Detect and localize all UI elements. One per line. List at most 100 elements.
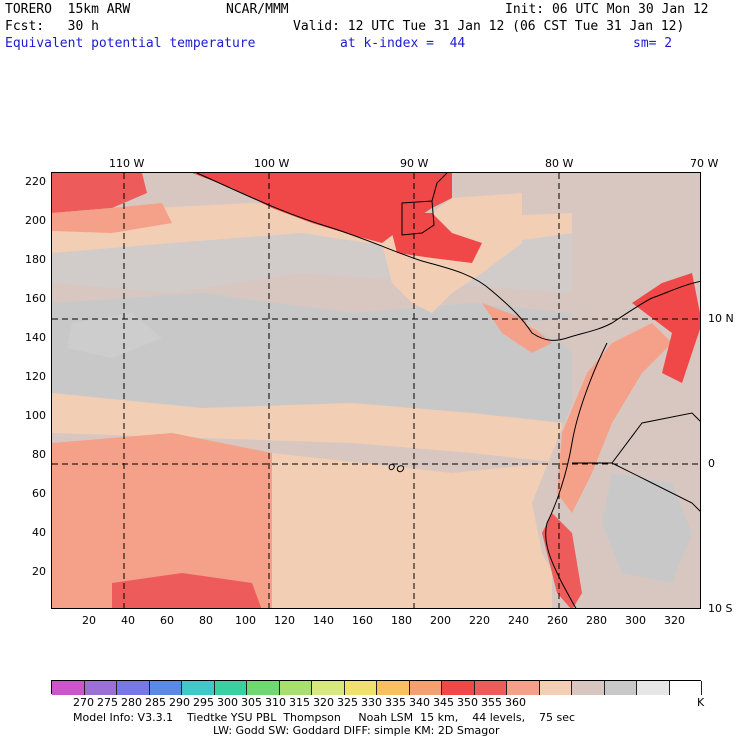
x-label-80: 80 — [199, 614, 213, 627]
colorbar-label-330: 330 — [361, 696, 382, 709]
colorbar-segment — [344, 681, 377, 695]
x-label-220: 220 — [469, 614, 490, 627]
y-label-20: 20 — [32, 565, 46, 578]
colorbar-segment — [572, 681, 605, 695]
x-label-100: 100 — [235, 614, 256, 627]
colorbar-segment — [117, 681, 150, 695]
colorbar-label-285: 285 — [145, 696, 166, 709]
y-label-40: 40 — [32, 526, 46, 539]
coastline-mexico — [196, 173, 568, 341]
x-label-120: 120 — [274, 614, 295, 627]
colorbar-segment — [637, 681, 670, 695]
colorbar-label-295: 295 — [193, 696, 214, 709]
lat-label-0: 0 — [708, 457, 715, 470]
colorbar-segment — [442, 681, 475, 695]
x-label-280: 280 — [586, 614, 607, 627]
colorbar-segment — [84, 681, 117, 695]
y-label-140: 140 — [25, 331, 46, 344]
colorbar — [51, 680, 702, 695]
init-time: Init: 06 UTC Mon 30 Jan 12 — [505, 2, 709, 17]
border-colombia-ecuador — [572, 462, 700, 512]
lon-label-80w: 80 W — [545, 157, 574, 170]
coastline-south-america — [545, 280, 700, 608]
model-info-line2: LW: Godd SW: Goddard DIFF: simple KM: 2D… — [213, 724, 500, 737]
y-label-160: 160 — [25, 292, 46, 305]
level-info: at k-index = 44 — [340, 36, 466, 51]
x-label-300: 300 — [625, 614, 646, 627]
x-label-20: 20 — [82, 614, 96, 627]
lon-label-100w: 100 W — [254, 157, 290, 170]
border-guatemala — [401, 200, 435, 236]
colorbar-segment — [52, 681, 85, 695]
colorbar-unit: K — [697, 696, 705, 709]
x-label-260: 260 — [547, 614, 568, 627]
colorbar-segment — [474, 681, 507, 695]
colorbar-label-340: 340 — [409, 696, 430, 709]
gray-patch-east — [372, 363, 522, 408]
colorbar-segment — [409, 681, 442, 695]
colorbar-segment — [182, 681, 215, 695]
colorbar-label-360: 360 — [505, 696, 526, 709]
x-label-140: 140 — [313, 614, 334, 627]
gray-patch-west — [67, 313, 162, 358]
x-label-180: 180 — [391, 614, 412, 627]
forecast-hour: Fcst: 30 h — [5, 19, 99, 34]
x-label-320: 320 — [664, 614, 685, 627]
y-label-200: 200 — [25, 214, 46, 227]
x-label-40: 40 — [121, 614, 135, 627]
model-info-line1: Model Info: V3.3.1 Tiedtke YSU PBL Thomp… — [73, 711, 576, 724]
y-label-60: 60 — [32, 487, 46, 500]
colorbar-label-315: 315 — [289, 696, 310, 709]
colorbar-label-275: 275 — [97, 696, 118, 709]
y-label-120: 120 — [25, 370, 46, 383]
y-label-220: 220 — [25, 175, 46, 188]
band-tan-south — [272, 453, 552, 608]
land-andes-red-south — [542, 513, 582, 608]
colorbar-label-290: 290 — [169, 696, 190, 709]
colorbar-label-350: 350 — [457, 696, 478, 709]
salmon-corner-nw — [52, 203, 172, 233]
lat-label-10s: 10 S — [708, 602, 733, 615]
x-label-160: 160 — [352, 614, 373, 627]
colorbar-segment — [604, 681, 637, 695]
x-label-60: 60 — [160, 614, 174, 627]
colorbar-label-310: 310 — [265, 696, 286, 709]
field-name: Equivalent potential temperature — [5, 36, 256, 51]
colorbar-label-335: 335 — [385, 696, 406, 709]
lon-label-70w: 70 W — [690, 157, 719, 170]
land-andes-salmon — [557, 323, 672, 513]
smoothing-info: sm= 2 — [633, 36, 673, 51]
band-tan-central — [52, 393, 562, 463]
colorbar-segment — [149, 681, 182, 695]
land-guatemala-red — [387, 213, 482, 263]
graticule — [52, 173, 700, 608]
model-name: TORERO 15km ARW — [5, 2, 131, 17]
colorbar-label-355: 355 — [481, 696, 502, 709]
y-label-100: 100 — [25, 409, 46, 422]
lon-label-110w: 110 W — [109, 157, 145, 170]
colorbar-label-270: 270 — [73, 696, 94, 709]
land-colombia-red — [632, 273, 700, 383]
land-mexico-coast — [192, 173, 452, 243]
y-label-180: 180 — [25, 253, 46, 266]
border-peru-brazil — [611, 412, 700, 464]
colorbar-label-345: 345 — [433, 696, 454, 709]
band-red-south — [112, 573, 262, 608]
lat-label-10n: 10 N — [708, 312, 734, 325]
lon-label-90w: 90 W — [400, 157, 429, 170]
colorbar-segment — [669, 681, 702, 695]
land-sa-gray-basin — [602, 473, 692, 583]
colorbar-label-320: 320 — [313, 696, 334, 709]
map-canvas — [52, 173, 700, 608]
equivalent-potential-temperature-map — [51, 172, 701, 609]
colorbar-segment — [507, 681, 540, 695]
land-costa-rica — [482, 303, 552, 353]
colorbar-label-325: 325 — [337, 696, 358, 709]
colorbar-segment — [312, 681, 345, 695]
coastline-gulf — [431, 173, 448, 202]
colorbar-label-280: 280 — [121, 696, 142, 709]
colorbar-segment — [247, 681, 280, 695]
x-label-240: 240 — [508, 614, 529, 627]
colorbar-segment — [539, 681, 572, 695]
colorbar-segment — [214, 681, 247, 695]
